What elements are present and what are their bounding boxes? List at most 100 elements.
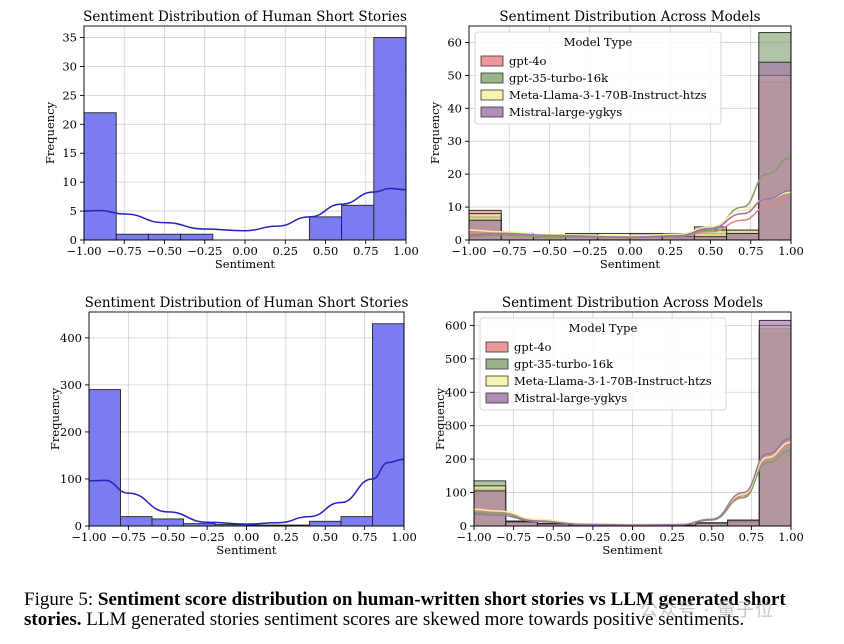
- histogram-bar: [115, 233, 149, 241]
- legend-swatch: [485, 358, 509, 370]
- series-mistral-large-ygkys: [473, 319, 792, 527]
- x-tick-label: 0.50: [313, 244, 339, 258]
- histogram-bar: [372, 323, 405, 527]
- x-tick-label: −1.00: [66, 244, 101, 258]
- x-tick-label: −0.25: [575, 530, 610, 544]
- x-tick-label: 0.00: [232, 244, 258, 258]
- y-axis-label: Frequency: [428, 101, 442, 164]
- y-axis-label: Frequency: [433, 387, 447, 450]
- x-tick-label: 0.75: [353, 244, 379, 258]
- y-tick-label: 30: [447, 134, 462, 148]
- y-tick-label: 0: [75, 519, 82, 533]
- x-tick-label: 0.50: [698, 244, 724, 258]
- kde-curve: [83, 187, 407, 232]
- legend-label: gpt-35-turbo-16k: [509, 71, 609, 85]
- y-tick-label: 200: [445, 452, 467, 466]
- histogram-bar: [341, 204, 375, 241]
- chart-panel-4: −1.00 −0.75 −0.50 −0.25 0.00 0.25 0.50 0.75 1.00…: [433, 295, 804, 557]
- x-tick-label: −0.75: [111, 530, 146, 544]
- legend-swatch: [485, 375, 509, 387]
- legend-label: Meta-Llama-3-1-70B-Instruct-htzs: [509, 88, 707, 102]
- y-tick-label: 300: [60, 378, 82, 392]
- legend-swatch: [485, 341, 509, 353]
- x-tick-label: 0.75: [739, 530, 765, 544]
- y-tick-label: 25: [62, 88, 77, 102]
- x-tick-label: −1.00: [456, 530, 491, 544]
- x-tick-label: 0.25: [659, 530, 685, 544]
- histogram-bar: [505, 521, 538, 527]
- x-tick-label: −1.00: [451, 244, 486, 258]
- x-tick-label: 0.00: [620, 530, 646, 544]
- x-tick-label: −1.00: [71, 530, 106, 544]
- legend: Model Type gpt-4o gpt-35-turbo-16k Meta-Lla…: [479, 317, 727, 411]
- caption-prefix: Figure 5:: [24, 589, 98, 610]
- figure-charts: −1.00 −0.75 −0.50 −0.25 0.00 0.25 0.50 0.75 1.00…: [43, 9, 804, 557]
- histogram-bar: [147, 233, 182, 241]
- legend-swatch: [480, 72, 504, 84]
- y-tick-label: 15: [62, 146, 77, 160]
- y-tick-label: 5: [70, 204, 77, 218]
- legend-box: [479, 317, 727, 411]
- caption-rest: LLM generated stories sentiment scores a…: [81, 609, 745, 630]
- y-tick-label: 40: [447, 101, 462, 115]
- y-tick-label: 0: [460, 519, 467, 533]
- x-tick-label: 0.25: [657, 244, 683, 258]
- y-tick-label: 0: [70, 233, 77, 247]
- x-tick-label: −0.25: [187, 244, 222, 258]
- y-tick-label: 0: [455, 233, 462, 247]
- y-tick-label: 400: [60, 331, 82, 345]
- x-tick-label: −0.50: [532, 244, 567, 258]
- y-tick-label: 300: [445, 419, 467, 433]
- x-tick-label: −0.75: [492, 244, 527, 258]
- chart-title: Sentiment Distribution Across Models: [502, 295, 763, 311]
- x-tick-label: 1.00: [778, 530, 804, 544]
- legend-label: Meta-Llama-3-1-70B-Instruct-htzs: [514, 374, 712, 388]
- histogram-bar: [473, 490, 507, 527]
- legend-label: gpt-4o: [514, 340, 552, 354]
- histogram-bar: [120, 516, 153, 527]
- chart-title: Sentiment Distribution of Human Short St…: [83, 9, 407, 25]
- y-tick-label: 200: [60, 425, 82, 439]
- x-tick-label: −0.50: [536, 530, 571, 544]
- x-tick-label: 0.75: [738, 244, 764, 258]
- x-tick-label: −0.75: [496, 530, 531, 544]
- legend: Model Type gpt-4o gpt-35-turbo-16k Meta-Lla…: [474, 31, 722, 125]
- x-tick-label: −0.75: [107, 244, 142, 258]
- x-axis-label: Sentiment: [215, 257, 276, 271]
- chart-panel-1: −1.00 −0.75 −0.50 −0.25 0.00 0.25 0.50 0.75 1.00…: [43, 9, 419, 271]
- y-axis-label: Frequency: [43, 101, 57, 164]
- legend-swatch: [480, 106, 504, 118]
- histogram-bar: [308, 216, 343, 241]
- x-tick-label: −0.50: [147, 244, 182, 258]
- histogram-bar: [758, 61, 792, 241]
- histogram-bar: [726, 232, 760, 241]
- x-tick-label: −0.50: [150, 530, 185, 544]
- y-tick-label: 30: [62, 59, 77, 73]
- histogram-bar: [727, 519, 760, 527]
- x-tick-label: 0.50: [699, 530, 725, 544]
- legend-label: gpt-4o: [509, 54, 547, 68]
- histogram-bar: [340, 516, 373, 527]
- chart-title: Sentiment Distribution of Human Short St…: [85, 295, 409, 311]
- histogram-bar: [693, 236, 728, 241]
- legend-label: gpt-35-turbo-16k: [514, 357, 614, 371]
- watermark: 公众号 · 量子位: [640, 600, 775, 621]
- x-tick-label: 1.00: [393, 244, 419, 258]
- x-axis-label: Sentiment: [216, 543, 277, 557]
- x-tick-label: 0.00: [617, 244, 643, 258]
- x-tick-label: −0.25: [572, 244, 607, 258]
- histogram-bar: [151, 518, 184, 527]
- legend-title: Model Type: [564, 35, 633, 49]
- kde-curve: [468, 189, 792, 238]
- y-tick-label: 100: [445, 486, 467, 500]
- caption-bold: Sentiment score distribution on human-wr…: [24, 589, 786, 630]
- x-axis-label: Sentiment: [602, 543, 663, 557]
- kde-curve: [473, 437, 792, 526]
- y-axis-label: Frequency: [48, 387, 62, 450]
- x-tick-label: 0.75: [352, 530, 378, 544]
- x-tick-label: −0.25: [190, 530, 225, 544]
- x-tick-label: 0.00: [234, 530, 260, 544]
- y-tick-label: 100: [60, 472, 82, 486]
- y-tick-label: 35: [62, 31, 77, 45]
- chart-title: Sentiment Distribution Across Models: [499, 9, 760, 25]
